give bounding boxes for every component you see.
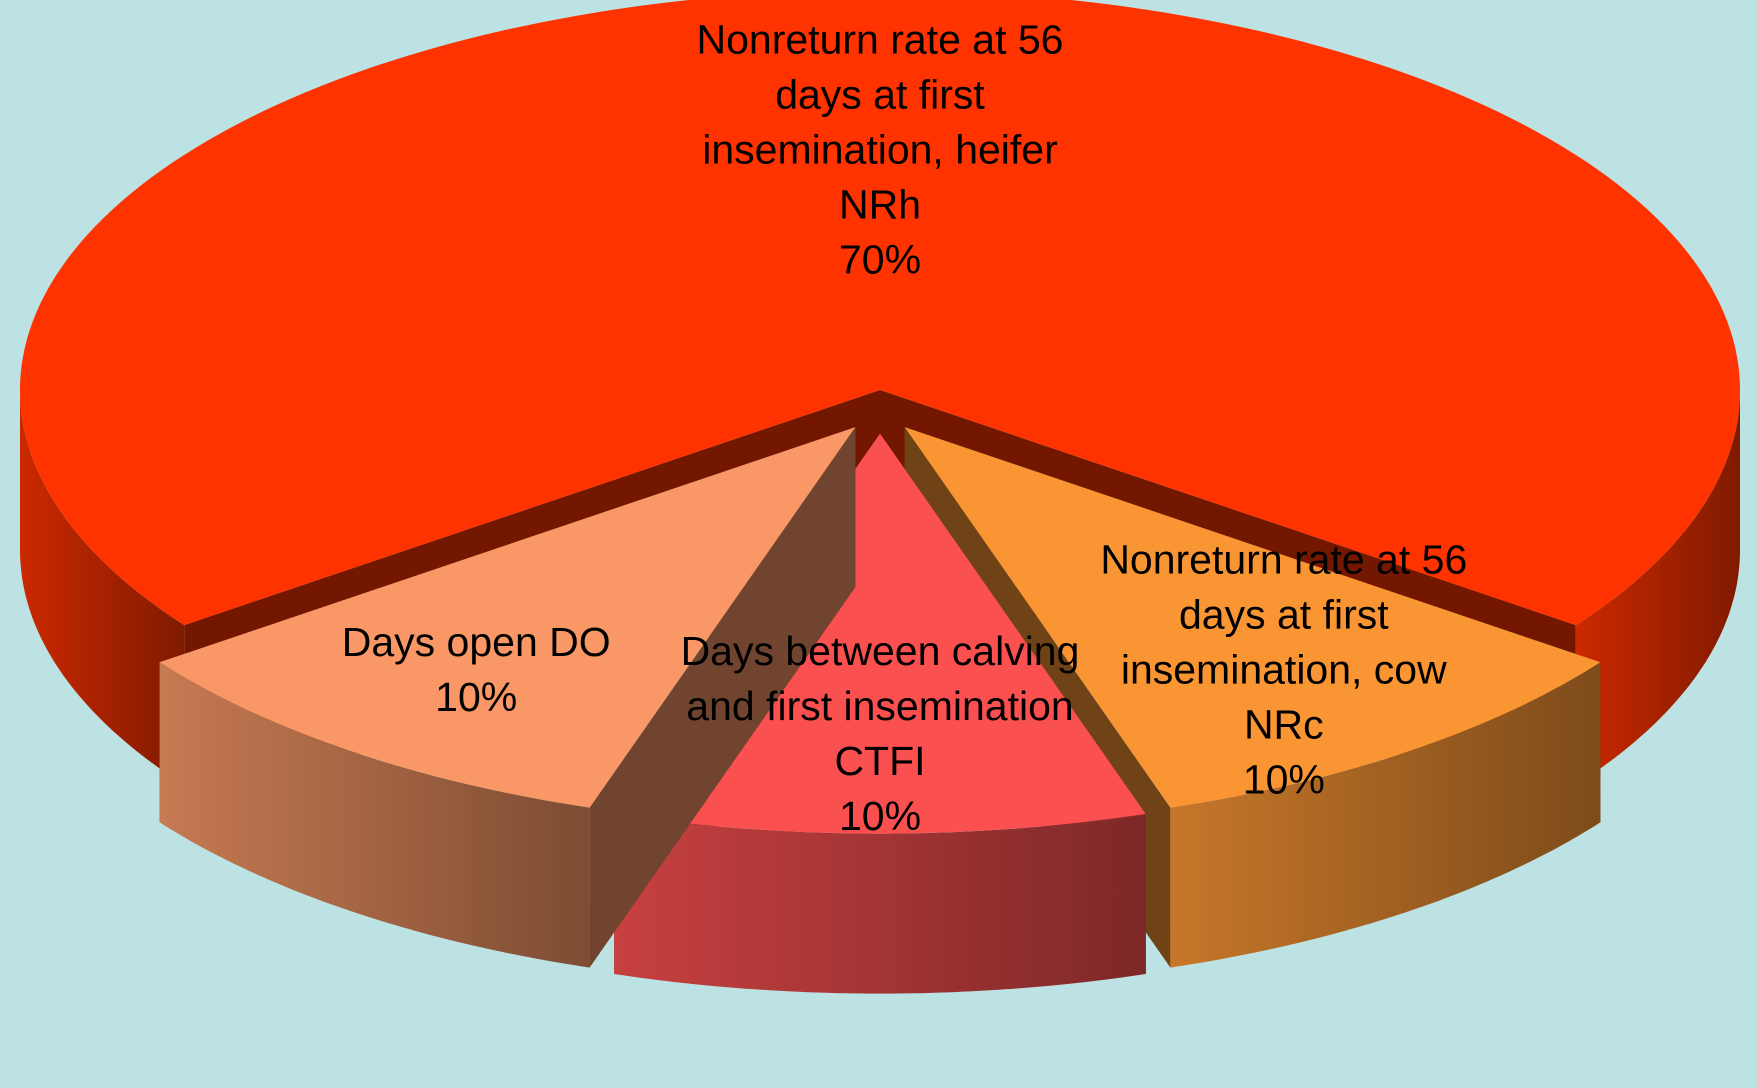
slice	[159, 427, 856, 968]
slice-label: Nonreturn rate at 56 days at first insem…	[1084, 532, 1484, 807]
slice-side	[1575, 390, 1740, 786]
value-label: 10%	[838, 792, 922, 839]
slice-side	[1170, 662, 1601, 968]
slice-side	[159, 662, 590, 968]
value-label: 70%	[838, 236, 922, 283]
slice-label: Days open DO 10%	[276, 615, 676, 725]
category-label: Days between calving and first inseminat…	[680, 627, 1080, 784]
value-label: 10%	[435, 673, 518, 720]
category-label: Nonreturn rate at 56 days at first insem…	[1100, 536, 1468, 748]
slice-top	[904, 427, 1601, 808]
slice-top	[20, 0, 1740, 626]
category-label: Days open DO	[341, 618, 611, 665]
slice-label: Days between calving and first inseminat…	[680, 624, 1080, 844]
category-label: Nonreturn rate at 56 days at first insem…	[696, 16, 1064, 228]
slice-label: Nonreturn rate at 56 days at first insem…	[680, 13, 1080, 288]
value-label: 10%	[1242, 756, 1325, 803]
slice-top	[159, 427, 856, 808]
slice-side	[20, 390, 185, 786]
slice-side	[614, 814, 1146, 994]
